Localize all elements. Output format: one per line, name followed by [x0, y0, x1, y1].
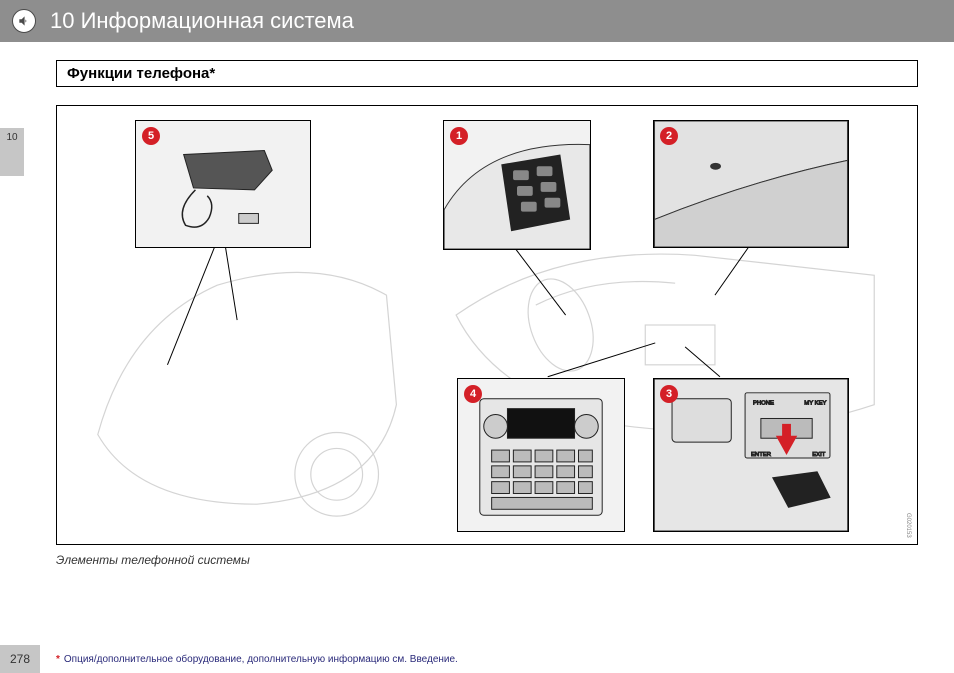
callout-5: 5: [135, 120, 311, 248]
svg-text:MY KEY: MY KEY: [804, 401, 826, 407]
callout-badge: 1: [450, 127, 468, 145]
section-title: Функции телефона*: [56, 60, 918, 87]
callout-badge: 2: [660, 127, 678, 145]
subheader-container: Функции телефона*: [0, 42, 954, 87]
callout-badge: 5: [142, 127, 160, 145]
callout-badge: 3: [660, 385, 678, 403]
diagram-caption: Элементы телефонной системы: [0, 549, 954, 567]
footnote-star-icon: *: [56, 654, 60, 665]
footnote: * Опция/дополнительное оборудование, допо…: [40, 654, 458, 665]
header-title: 10 Информационная система: [50, 8, 354, 34]
svg-text:PHONE: PHONE: [753, 401, 774, 407]
side-tab: 10: [0, 128, 24, 176]
callout-1: 1: [443, 120, 591, 250]
speaker-icon: [12, 9, 36, 33]
footnote-text: Опция/дополнительное оборудование, допол…: [64, 654, 458, 665]
page-number: 278: [0, 645, 40, 673]
callout-3-thumb: PHONE MY KEY ENTER EXIT: [654, 379, 848, 531]
callout-badge: 4: [464, 385, 482, 403]
svg-text:EXIT: EXIT: [812, 452, 826, 458]
page-footer: 278 * Опция/дополнительное оборудование, …: [0, 645, 954, 673]
callout-3: 3 PHONE MY KEY ENTER EXIT: [653, 378, 849, 532]
image-code: G020153: [905, 513, 911, 538]
callout-4-thumb: [458, 379, 624, 531]
callout-2-thumb: [654, 121, 848, 247]
callout-2: 2: [653, 120, 849, 248]
side-tab-label: 10: [6, 132, 17, 143]
callout-5-thumb: [136, 121, 310, 247]
callout-4: 4: [457, 378, 625, 532]
diagram-frame: 5 1: [56, 105, 918, 545]
page-header: 10 Информационная система: [0, 0, 954, 42]
svg-text:ENTER: ENTER: [751, 452, 771, 458]
